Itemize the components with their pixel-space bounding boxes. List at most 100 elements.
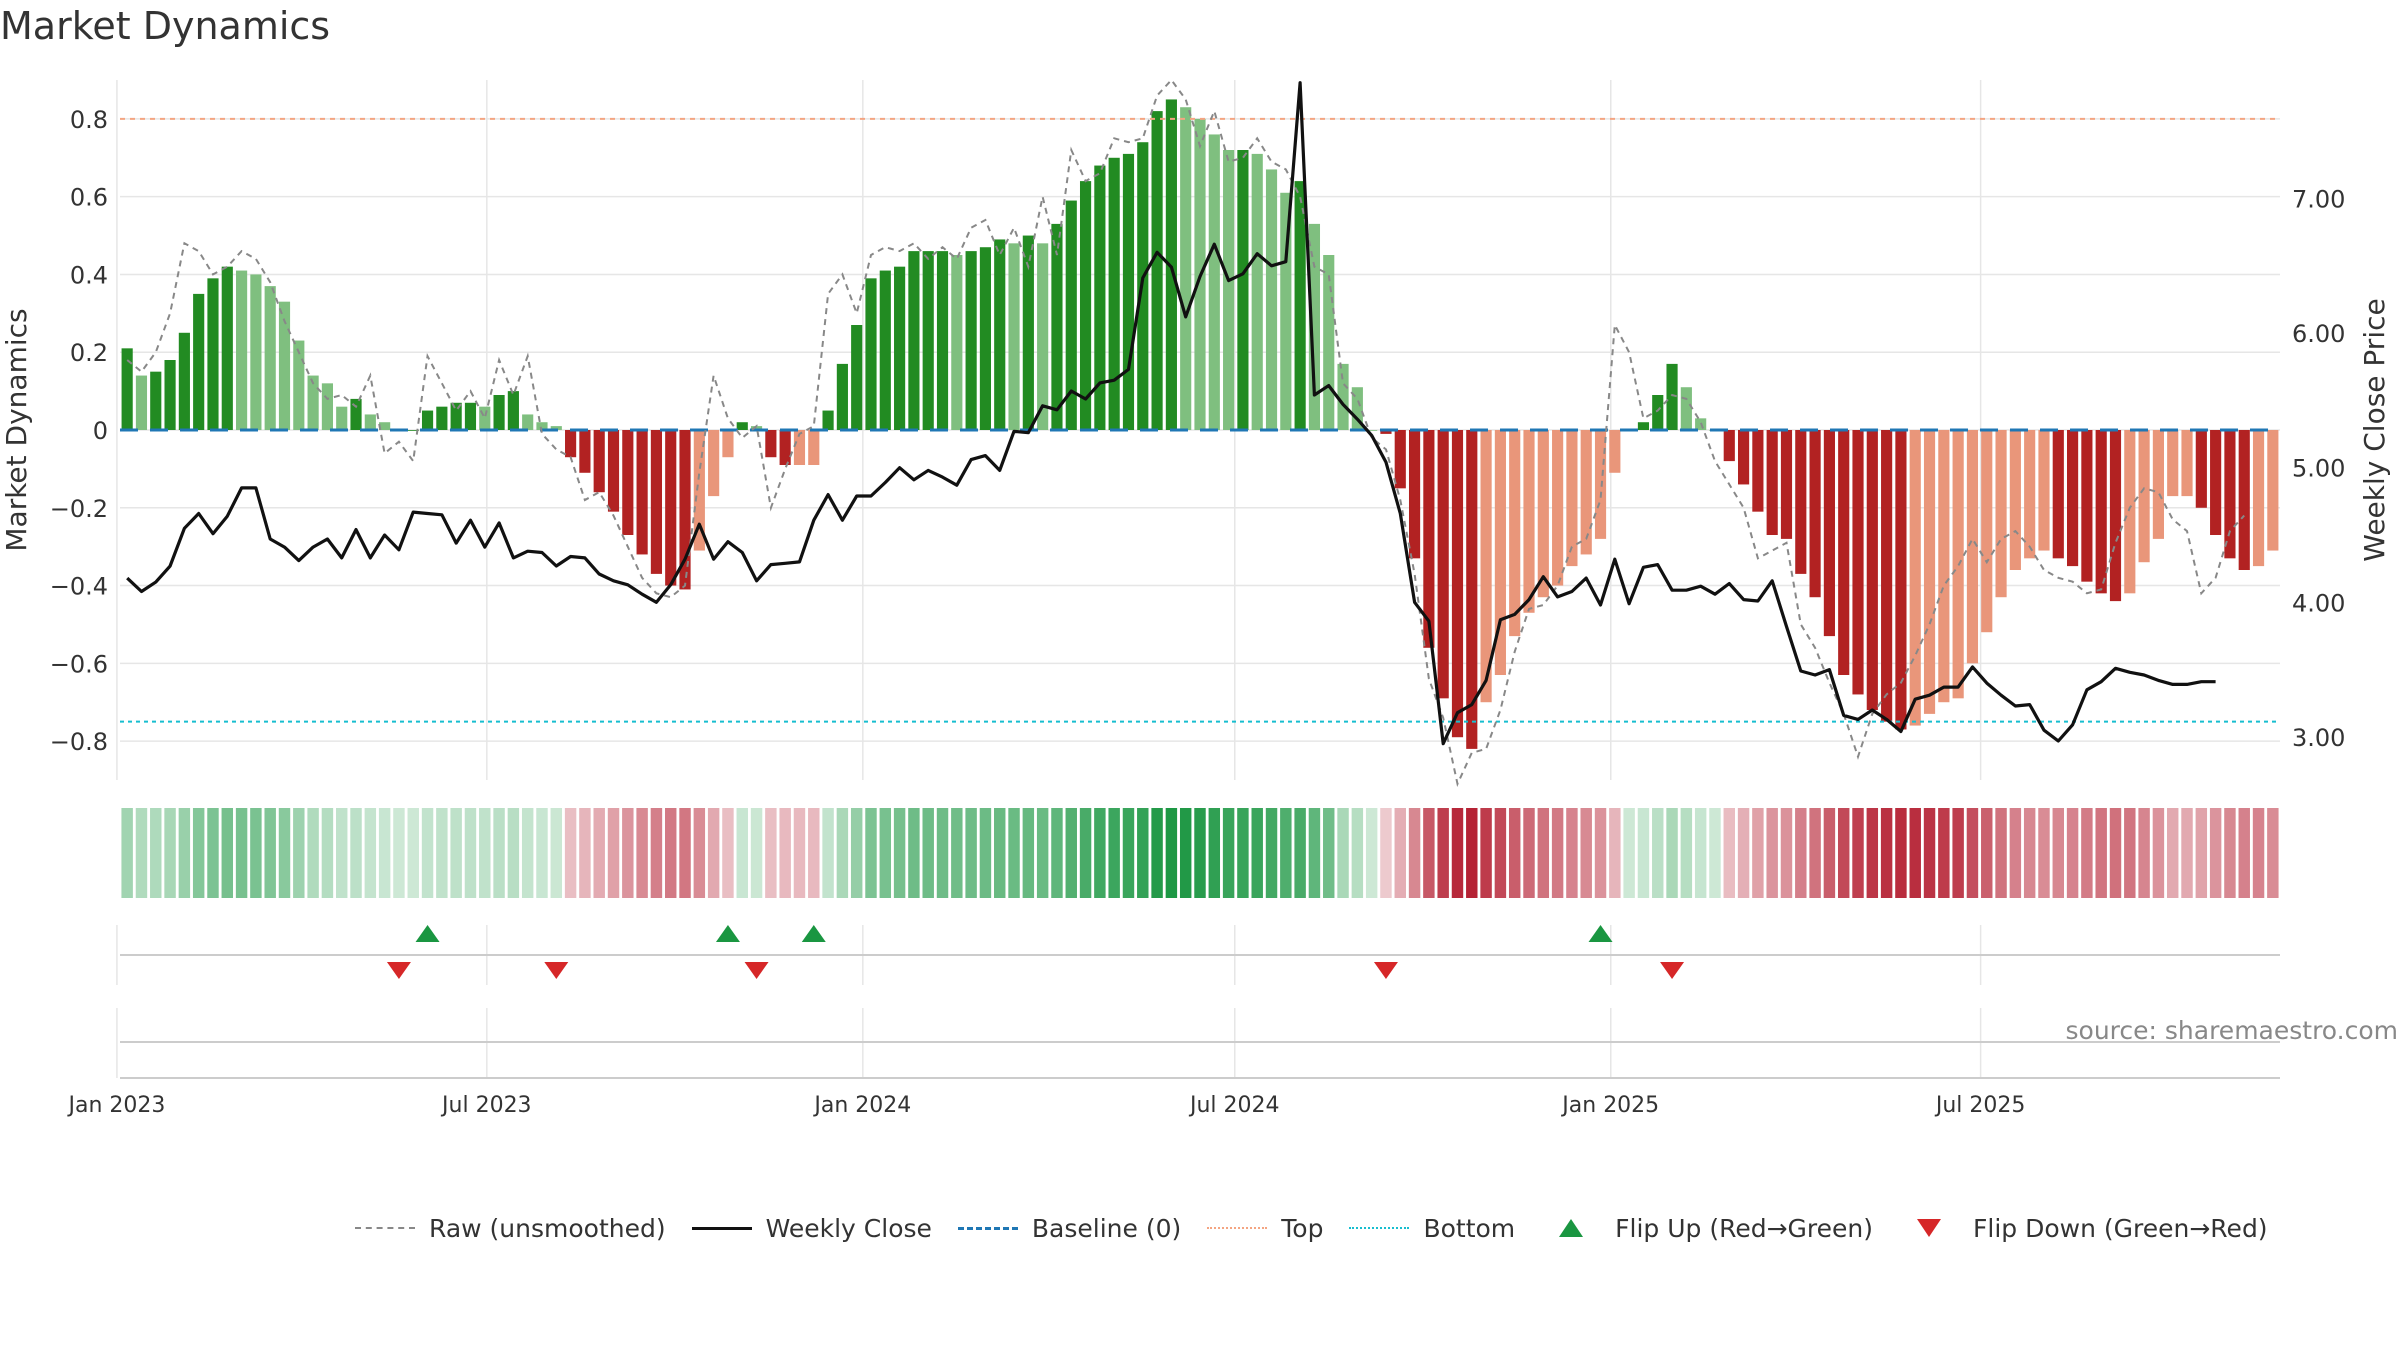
heat-cell	[550, 808, 563, 898]
dynamics-bar	[822, 410, 834, 430]
y-axis-label: Market Dynamics	[0, 308, 33, 551]
dynamics-bar	[1723, 430, 1735, 462]
heat-cell	[1280, 808, 1292, 898]
heat-cell	[2009, 808, 2022, 898]
heat-cell	[2066, 808, 2079, 898]
heat-cell	[1938, 808, 1950, 898]
heat-cell	[1237, 808, 1249, 898]
dynamics-bars	[121, 99, 2279, 749]
dynamics-bar	[1480, 430, 1492, 703]
dynamics-bar	[1966, 430, 1979, 664]
heat-cell	[2081, 808, 2093, 898]
dynamics-bar	[951, 255, 963, 430]
dynamics-bar	[464, 402, 477, 430]
dynamics-bar	[2224, 430, 2236, 559]
heat-cell	[1079, 808, 1092, 898]
chart-title: Market Dynamics	[0, 4, 331, 48]
reference-lines	[120, 117, 2280, 723]
heat-cell	[378, 808, 391, 898]
flip-panel	[116, 925, 2280, 985]
legend-swatch	[1207, 1218, 1268, 1238]
heat-cell	[579, 808, 591, 898]
heat-cell	[1995, 808, 2007, 898]
dynamics-bar	[1451, 430, 1464, 738]
dynamics-bar	[407, 430, 419, 431]
legend-swatch	[691, 1218, 752, 1238]
heat-cell	[1008, 808, 1020, 898]
legend-line	[1349, 1227, 1410, 1229]
heat-cell	[1737, 808, 1750, 898]
dynamics-bar	[1008, 243, 1020, 430]
heat-cell	[364, 808, 377, 898]
heat-cell	[1194, 808, 1206, 898]
dynamics-bar	[1780, 430, 1793, 539]
heat-cell	[1508, 808, 1521, 898]
heat-cell	[1637, 808, 1650, 898]
dynamics-bar	[2124, 430, 2136, 594]
heat-cell	[121, 808, 133, 898]
heat-cell	[564, 808, 577, 898]
dynamics-bar	[665, 430, 677, 586]
legend-item-raw: Raw (unsmoothed)	[355, 1214, 666, 1243]
x-tick-label: Jul 2024	[1188, 1093, 1280, 1118]
heat-cell	[1365, 808, 1378, 898]
dynamics-bar	[1995, 430, 2007, 598]
heat-cell	[1837, 808, 1850, 898]
heat-cell	[1251, 808, 1263, 898]
heat-cell	[893, 808, 906, 898]
dynamics-bar	[436, 406, 448, 430]
dynamics-bar	[1881, 430, 1893, 722]
heat-cell	[808, 808, 820, 898]
dynamics-bar	[536, 422, 548, 430]
heat-cell	[192, 808, 205, 898]
heat-cell	[722, 808, 734, 898]
dynamics-bar	[2009, 430, 2021, 570]
dynamics-bar	[1223, 150, 1235, 430]
heat-cell	[164, 808, 176, 898]
weekly-close-line	[126, 81, 2216, 746]
dynamics-bar	[1337, 363, 1349, 430]
heat-cell	[908, 808, 920, 898]
dynamics-bar	[722, 430, 734, 458]
bottom-panel: Jan 2023 Jul 2023 Jan 2024 Jul 2024 Jan 2025…	[66, 1008, 2280, 1118]
legend-swatch	[355, 1218, 415, 1238]
dynamics-bar	[965, 251, 977, 430]
dynamics-bar	[765, 430, 777, 458]
dynamics-bar	[865, 278, 877, 430]
legend-label: Flip Down (Green→Red)	[1973, 1213, 2268, 1243]
heat-cell	[822, 808, 834, 898]
heat-cell	[1323, 808, 1335, 898]
heat-cell	[2181, 808, 2193, 898]
heat-cell	[536, 808, 548, 898]
y2-axis-label: Weekly Close Price	[2358, 298, 2391, 561]
dynamics-bar	[579, 430, 591, 473]
legend-label: Flip Up (Red→Green)	[1615, 1213, 1874, 1243]
dynamics-bar	[1666, 363, 1678, 430]
flip-down-marker	[1373, 962, 1398, 979]
dynamics-bar	[293, 340, 305, 430]
dynamics-bar	[908, 251, 920, 430]
heat-cell	[836, 808, 849, 898]
dynamics-bar	[1523, 430, 1535, 613]
heat-cell	[1294, 808, 1306, 898]
heat-cell	[235, 808, 248, 898]
heat-cell	[793, 808, 806, 898]
dynamics-bar	[421, 410, 434, 430]
heat-cell	[1208, 808, 1221, 898]
dynamics-bar	[150, 371, 162, 430]
heat-cell	[1809, 808, 1821, 898]
heat-cell	[593, 808, 605, 898]
y-tick-label: 0.6	[70, 184, 108, 212]
dynamics-bar	[1037, 243, 1049, 430]
legend-label: Weekly Close	[765, 1213, 932, 1243]
x-tick-label: Jan 2023	[66, 1093, 165, 1118]
source-credit: source: sharemaestro.com	[2065, 1016, 2399, 1045]
dynamics-bar	[207, 278, 219, 430]
dynamics-bar	[979, 247, 992, 430]
legend-item-top: Top	[1207, 1214, 1323, 1243]
heat-cell	[1623, 808, 1635, 898]
legend-item-flip_up: Flip Up (Red→Green)	[1541, 1214, 1873, 1243]
heat-cell	[278, 808, 291, 898]
dynamics-bar	[1752, 430, 1764, 512]
